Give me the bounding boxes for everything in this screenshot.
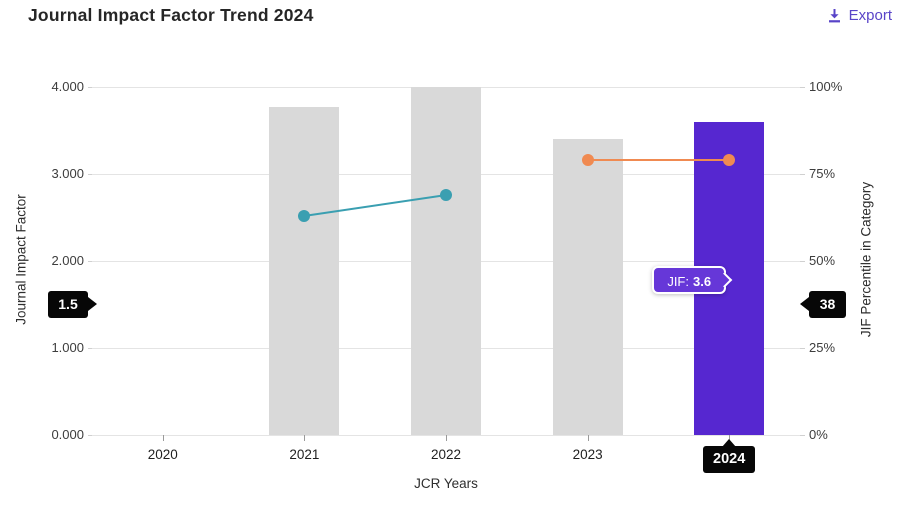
left-axis-tick [88, 86, 92, 88]
y-tick-label-left: 3.000 [51, 166, 84, 181]
tooltip-value: 3.6 [692, 274, 712, 289]
x-label-2021[interactable]: 2021 [289, 447, 320, 462]
x-label-2023[interactable]: 2023 [572, 447, 603, 462]
y-tick-label-right: 75% [809, 166, 836, 181]
x-label-2022[interactable]: 2022 [430, 447, 462, 462]
y-tick-label-right: 0% [809, 427, 828, 442]
right-axis-tick [800, 173, 805, 175]
right-axis-tick [800, 434, 805, 436]
y-tick-label-right: 25% [809, 340, 836, 355]
right-axis-tick [800, 347, 805, 349]
x-axis-tick [446, 435, 447, 441]
jif-bar-2021[interactable] [269, 107, 340, 435]
x-axis-tick [587, 435, 589, 441]
percentile-reference-tag: 38 [809, 290, 846, 318]
left-axis-tick [88, 434, 92, 436]
right-axis-tick [800, 260, 805, 262]
x-label-selected-2024[interactable]: 2024 [703, 439, 756, 473]
x-axis-tick [162, 435, 164, 441]
jif-bar-2023[interactable] [552, 139, 623, 435]
jif-bar-2022[interactable] [411, 87, 481, 435]
y-tick-label-left: 2.000 [51, 253, 84, 268]
percentile-point-2021[interactable] [298, 209, 311, 222]
tooltip-label: JIF: [667, 274, 689, 289]
right-axis-tick [800, 86, 805, 88]
percentile-point-2023[interactable] [581, 154, 594, 167]
left-axis-tick [88, 173, 92, 175]
x-axis-title: JCR Years [414, 476, 478, 491]
page-title: Journal Impact Factor Trend 2024 [28, 5, 314, 25]
y-tick-label-right: 100% [809, 79, 843, 94]
x-label-2020[interactable]: 2020 [147, 447, 178, 462]
selected-year-notch [722, 439, 737, 447]
reference-line-on-bar [694, 304, 764, 306]
percentile-point-2022[interactable] [440, 188, 452, 201]
y-tick-label-left: 1.000 [51, 340, 84, 355]
right-axis-title: JIF Percentile in Category [858, 181, 874, 338]
export-button[interactable]: Export [827, 7, 892, 24]
y-tick-label-left: 4.000 [51, 79, 84, 94]
left-axis-tick [88, 260, 92, 262]
jif-reference-tag: 1.5 [48, 290, 88, 318]
jif-tooltip: JIF: 3.6 [652, 266, 733, 294]
percentile-line-segment [587, 159, 730, 162]
y-tick-label-right: 50% [809, 253, 836, 268]
left-axis-title: Journal Impact Factor [13, 194, 29, 325]
y-tick-label-left: 0.000 [51, 427, 84, 442]
export-label: Export [848, 7, 892, 24]
percentile-point-2024[interactable] [723, 154, 736, 167]
x-axis-tick [729, 435, 731, 441]
left-axis-tick [88, 347, 92, 349]
x-axis-tick [304, 435, 306, 441]
download-icon [827, 8, 842, 24]
selected-year-guide-line [728, 87, 730, 122]
